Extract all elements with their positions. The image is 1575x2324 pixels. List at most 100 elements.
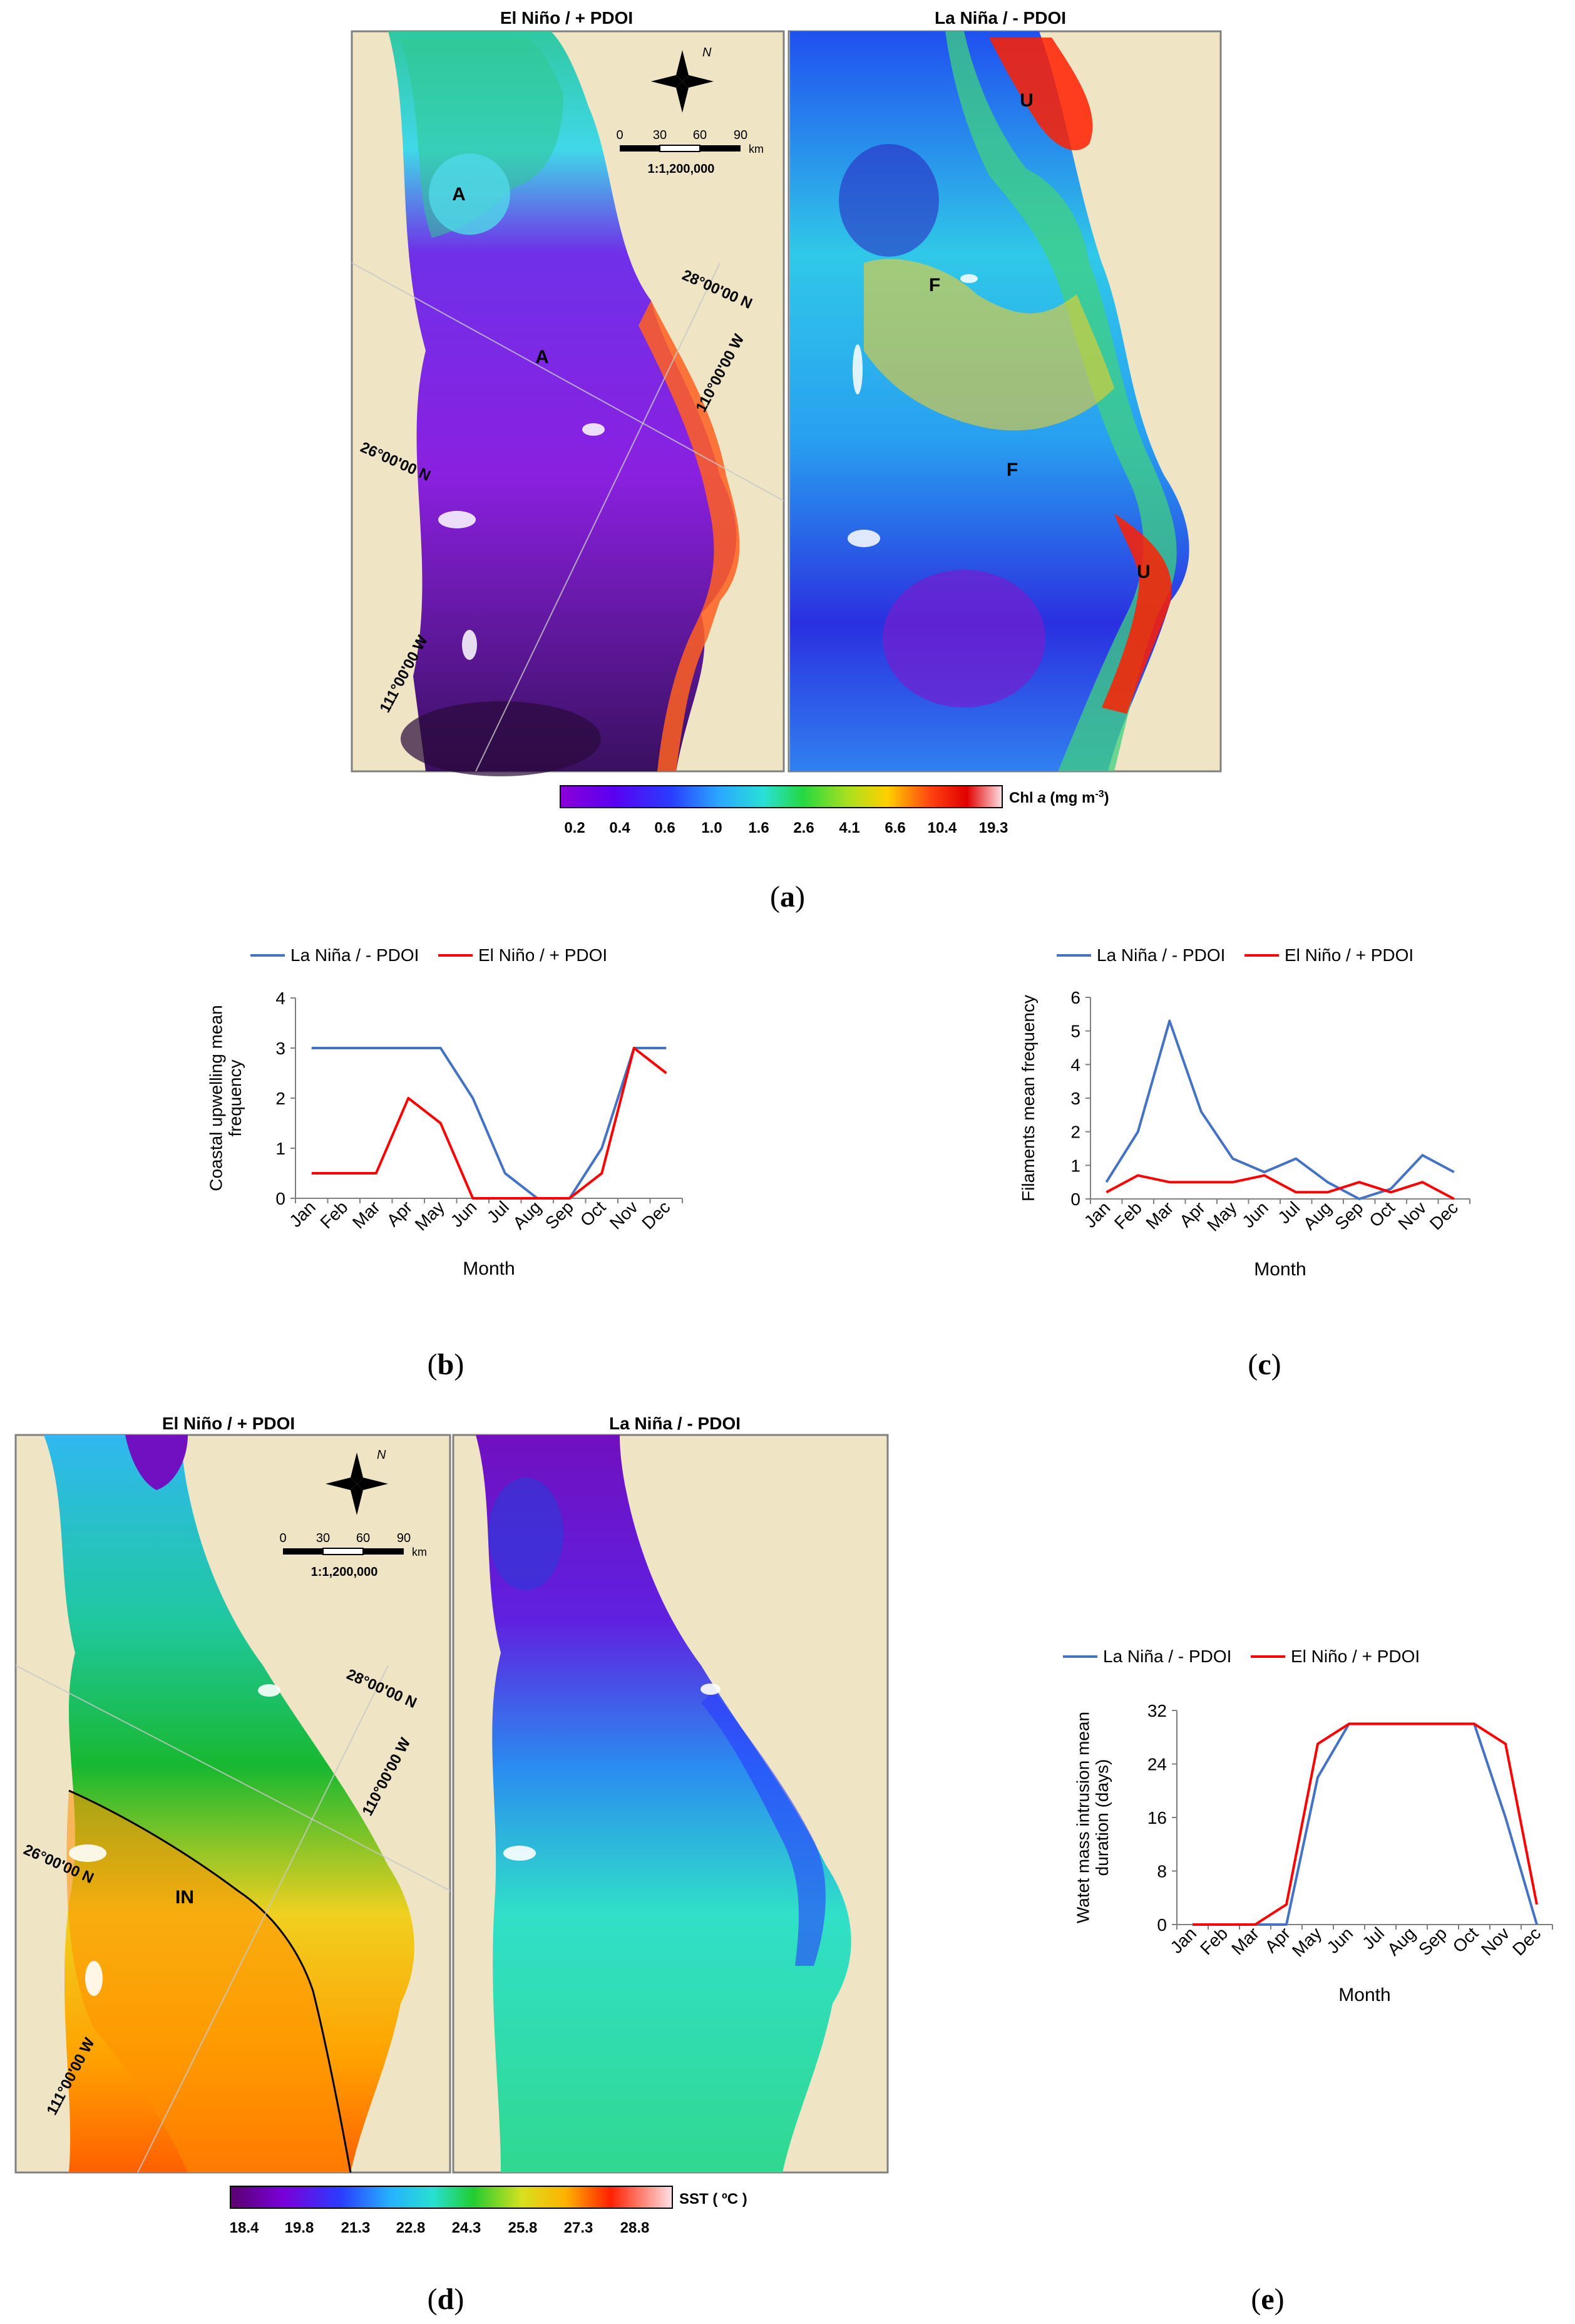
colorbar-chl-tick: 0.4 (609, 820, 630, 836)
map-a-mark-a2: A (535, 347, 549, 368)
x-tick-label: Jan (1166, 1923, 1200, 1957)
map-a-mark-a1: A (452, 184, 466, 205)
y-tick-label: 5 (1070, 1022, 1080, 1041)
colorbar-sst-tick: 25.8 (508, 2219, 538, 2236)
scale-bar: 0 30 60 90 km 1:1,200,000 (616, 128, 764, 176)
colorbar-sst-tick: 18.4 (230, 2219, 259, 2236)
x-tick-label: Dec (1509, 1923, 1544, 1959)
colorbar-chl-tick: 2.6 (793, 820, 814, 836)
x-tick-label: Mar (1228, 1923, 1263, 1958)
svg-text:60: 60 (693, 128, 707, 142)
legend-label: La Niña / - PDOI (1097, 945, 1225, 965)
x-tick-label: Jul (483, 1197, 513, 1226)
series-line-el-nino (1106, 1174, 1455, 1200)
y-tick-label: 6 (1070, 988, 1080, 1007)
series-line-la-nina (311, 1047, 667, 1200)
x-tick-label: Sep (1331, 1198, 1367, 1233)
x-axis-label: Month (463, 1258, 515, 1279)
svg-text:N: N (377, 1448, 386, 1462)
legend-label: La Niña / - PDOI (1103, 1647, 1231, 1666)
north-arrow-icon: N (651, 46, 714, 113)
colorbar-chl-tick: 19.3 (979, 820, 1008, 836)
scale-bar: 0 30 60 90 km 1:1,200,000 (279, 1531, 427, 1579)
y-tick-label: 1 (1070, 1156, 1080, 1175)
y-tick-label: 3 (1070, 1089, 1080, 1108)
y-tick-label: 3 (275, 1039, 285, 1058)
svg-text:30: 30 (316, 1531, 330, 1545)
x-tick-label: Oct (1449, 1923, 1482, 1956)
map-a-mark-f2: F (1007, 460, 1018, 480)
x-tick-label: Mar (1142, 1198, 1177, 1233)
map-a-left: A A 28°00'00 N 110°00'00 W 26°00'00 N 11… (351, 30, 785, 776)
x-tick-label: Aug (1300, 1198, 1335, 1233)
panel-d: El Niño / + PDOI La Niña / - PDOI IN 28°… (14, 1414, 889, 2316)
colorbar-sst-label: SST ( ºC ) (679, 2191, 747, 2208)
colorbar-chl-tick: 1.0 (701, 820, 722, 836)
colorbar-chl-tick: 6.6 (885, 820, 905, 836)
series-line-la-nina (1193, 1722, 1538, 1926)
series-line-el-nino (1193, 1722, 1538, 1926)
map-d-left: IN 28°00'00 N 110°00'00 W 26°00'00 N 111… (14, 1434, 451, 2174)
x-tick-label: Apr (1176, 1198, 1209, 1231)
x-tick-label: Apr (1261, 1923, 1295, 1956)
y-axis-label: Watet mass intrusion meanduration (days) (1073, 1712, 1112, 1923)
x-tick-label: May (1288, 1923, 1325, 1960)
x-tick-label: Nov (606, 1197, 642, 1233)
caption-e: (e) (1251, 2283, 1284, 2316)
colorbar-chl-tick: 0.2 (564, 820, 585, 836)
x-axis-label: Month (1338, 1985, 1390, 2005)
map-a-right: U F F U (788, 30, 1222, 773)
x-tick-label: Jun (1238, 1198, 1272, 1231)
y-tick-label: 16 (1147, 1808, 1167, 1828)
x-tick-label: Jan (1080, 1198, 1114, 1231)
legend-label: El Niño / + PDOI (478, 945, 607, 965)
x-tick-label: Feb (316, 1197, 351, 1232)
svg-text:90: 90 (734, 128, 747, 142)
caption-c: (c) (1248, 1348, 1281, 1381)
colorbar-sst-tick: 28.8 (620, 2219, 650, 2236)
x-tick-label: Jul (1274, 1198, 1303, 1227)
svg-text:N: N (702, 46, 712, 59)
caption-d: (d) (428, 2283, 464, 2316)
y-tick-label: 1 (275, 1139, 285, 1158)
colorbar-sst-tick: 27.3 (564, 2219, 593, 2236)
colorbar-chl-tick: 1.6 (748, 820, 769, 836)
caption-b: (b) (428, 1348, 464, 1381)
map-d-right (452, 1434, 889, 2174)
y-tick-label: 8 (1157, 1862, 1167, 1881)
x-tick-label: Feb (1196, 1923, 1231, 1958)
svg-text:0: 0 (616, 128, 623, 142)
y-axis-label: Filaments mean frequency (1018, 995, 1038, 1201)
x-tick-label: Aug (1383, 1923, 1419, 1959)
x-tick-label: Dec (638, 1197, 674, 1233)
map-d-left-title: El Niño / + PDOI (162, 1414, 295, 1433)
panel-a: El Niño / + PDOI La Niña / - PDOI A A 28… (351, 8, 1222, 913)
y-tick-label: 0 (275, 1189, 285, 1208)
colorbar-sst-tick: 24.3 (452, 2219, 481, 2236)
colorbar-sst-tick: 21.3 (341, 2219, 371, 2236)
svg-text:km: km (412, 1546, 427, 1558)
svg-text:km: km (749, 143, 764, 155)
legend-label: La Niña / - PDOI (290, 945, 419, 965)
svg-text:0: 0 (279, 1531, 286, 1545)
colorbar-chl-label: Chl a (mg m-3) (1009, 789, 1109, 806)
x-axis-label: Month (1254, 1259, 1306, 1280)
map-d-mark-in: IN (175, 1887, 194, 1908)
map-a-mark-u2: U (1137, 562, 1151, 582)
map-a-mark-u1: U (1020, 90, 1034, 111)
x-tick-label: Oct (1365, 1198, 1398, 1231)
x-tick-label: May (1203, 1198, 1240, 1235)
colorbar-chl-tick: 0.6 (654, 820, 675, 836)
legend-label: El Niño / + PDOI (1291, 1647, 1420, 1666)
north-arrow-icon: N (326, 1448, 388, 1515)
x-tick-label: Feb (1111, 1198, 1146, 1233)
svg-text:30: 30 (653, 128, 667, 142)
x-tick-label: Nov (1394, 1198, 1430, 1233)
legend-label: El Niño / + PDOI (1285, 945, 1413, 965)
x-tick-label: Jul (1358, 1923, 1388, 1953)
x-tick-label: May (411, 1197, 448, 1234)
